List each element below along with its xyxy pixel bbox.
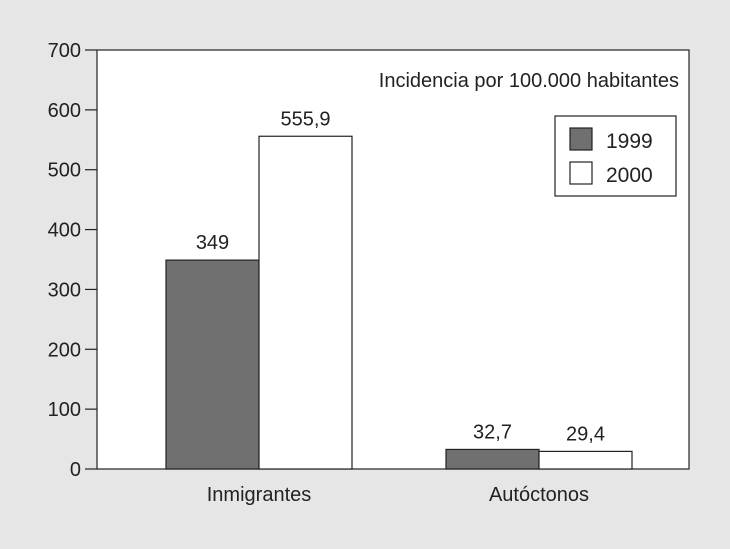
legend-label-1999: 1999 xyxy=(606,130,653,153)
y-tick-label: 700 xyxy=(48,40,81,62)
y-tick-label: 600 xyxy=(48,100,81,122)
data-label-1999: 349 xyxy=(196,232,229,254)
y-axis: 0 100 200 300 400 500 600 700 xyxy=(48,40,97,481)
y-tick-label: 300 xyxy=(48,279,81,301)
y-tick-label: 0 xyxy=(70,459,81,481)
legend-label-2000: 2000 xyxy=(606,164,653,187)
legend-swatch-1999 xyxy=(569,127,593,151)
y-tick-label: 200 xyxy=(48,339,81,361)
data-label-2000: 555,9 xyxy=(280,108,330,130)
category-labels: Inmigrantes Autóctonos xyxy=(207,484,589,506)
bars-group: 349 555,9 32,7 29,4 xyxy=(165,108,633,470)
data-label-1999: 32,7 xyxy=(473,421,512,443)
category-label: Inmigrantes xyxy=(207,484,312,506)
category-label: Autóctonos xyxy=(489,484,589,506)
data-label-2000: 29,4 xyxy=(566,423,605,445)
y-tick-label: 400 xyxy=(48,220,81,242)
legend: 1999 2000 xyxy=(554,115,677,197)
bar-1999-inmigrantes xyxy=(165,259,260,470)
chart-title: Incidencia por 100.000 habitantes xyxy=(379,70,679,92)
bar-2000-autoctonos xyxy=(538,450,633,470)
bar-2000-inmigrantes xyxy=(258,135,353,470)
legend-swatch-2000 xyxy=(569,161,593,185)
y-tick-label: 100 xyxy=(48,399,81,421)
bar-1999-autoctonos xyxy=(445,448,540,470)
y-tick-label: 500 xyxy=(48,160,81,182)
